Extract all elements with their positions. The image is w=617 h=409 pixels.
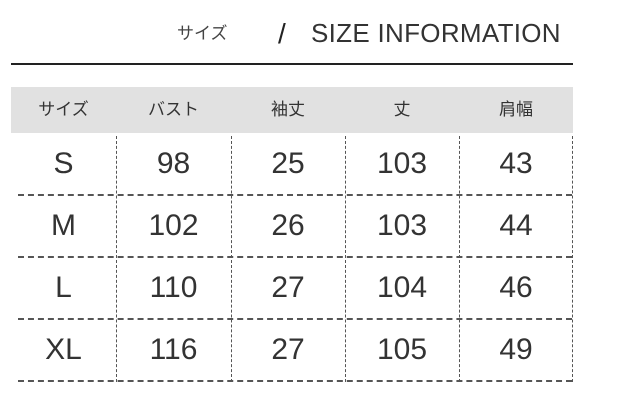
measurement-cell: 46 — [499, 271, 533, 304]
column-divider — [231, 136, 232, 382]
measurement-cell: 104 — [376, 271, 428, 304]
measurement-cell: 27 — [271, 333, 305, 366]
header-cell: 丈 — [393, 100, 411, 120]
title-divider — [11, 63, 573, 65]
title-japanese: サイズ — [177, 24, 228, 44]
row-divider — [18, 380, 572, 382]
measurement-cell: 49 — [499, 333, 533, 366]
measurement-cell: 26 — [271, 209, 305, 242]
table-header: サイズ バスト 袖丈 丈 肩幅 — [11, 87, 573, 133]
size-label-cell: S — [53, 147, 74, 180]
row-divider — [18, 318, 572, 320]
measurement-cell: 103 — [376, 209, 428, 242]
size-label-cell: L — [55, 271, 72, 304]
header-cell: 肩幅 — [499, 100, 533, 120]
measurement-cell: 25 — [271, 147, 305, 180]
measurement-cell: 44 — [499, 209, 533, 242]
size-label-cell: M — [51, 209, 76, 242]
column-divider — [572, 136, 573, 382]
title-english: SIZE INFORMATION — [311, 18, 561, 48]
measurement-cell: 27 — [271, 271, 305, 304]
header-cell: 袖丈 — [271, 100, 305, 120]
measurement-cell: 110 — [149, 271, 198, 304]
column-divider — [345, 136, 346, 382]
column-divider — [116, 136, 117, 382]
measurement-cell: 103 — [376, 147, 428, 180]
size-label-cell: XL — [45, 333, 82, 366]
row-divider — [18, 256, 572, 258]
measurement-cell: 105 — [376, 333, 428, 366]
title-separator: / — [278, 18, 286, 49]
measurement-cell: 43 — [499, 147, 533, 180]
header-cell: サイズ — [38, 100, 89, 120]
measurement-cell: 102 — [148, 209, 199, 242]
column-divider — [459, 136, 460, 382]
measurement-cell: 116 — [149, 333, 198, 366]
measurement-cell: 98 — [156, 147, 191, 180]
row-divider — [18, 194, 572, 196]
header-cell: バスト — [148, 100, 199, 120]
